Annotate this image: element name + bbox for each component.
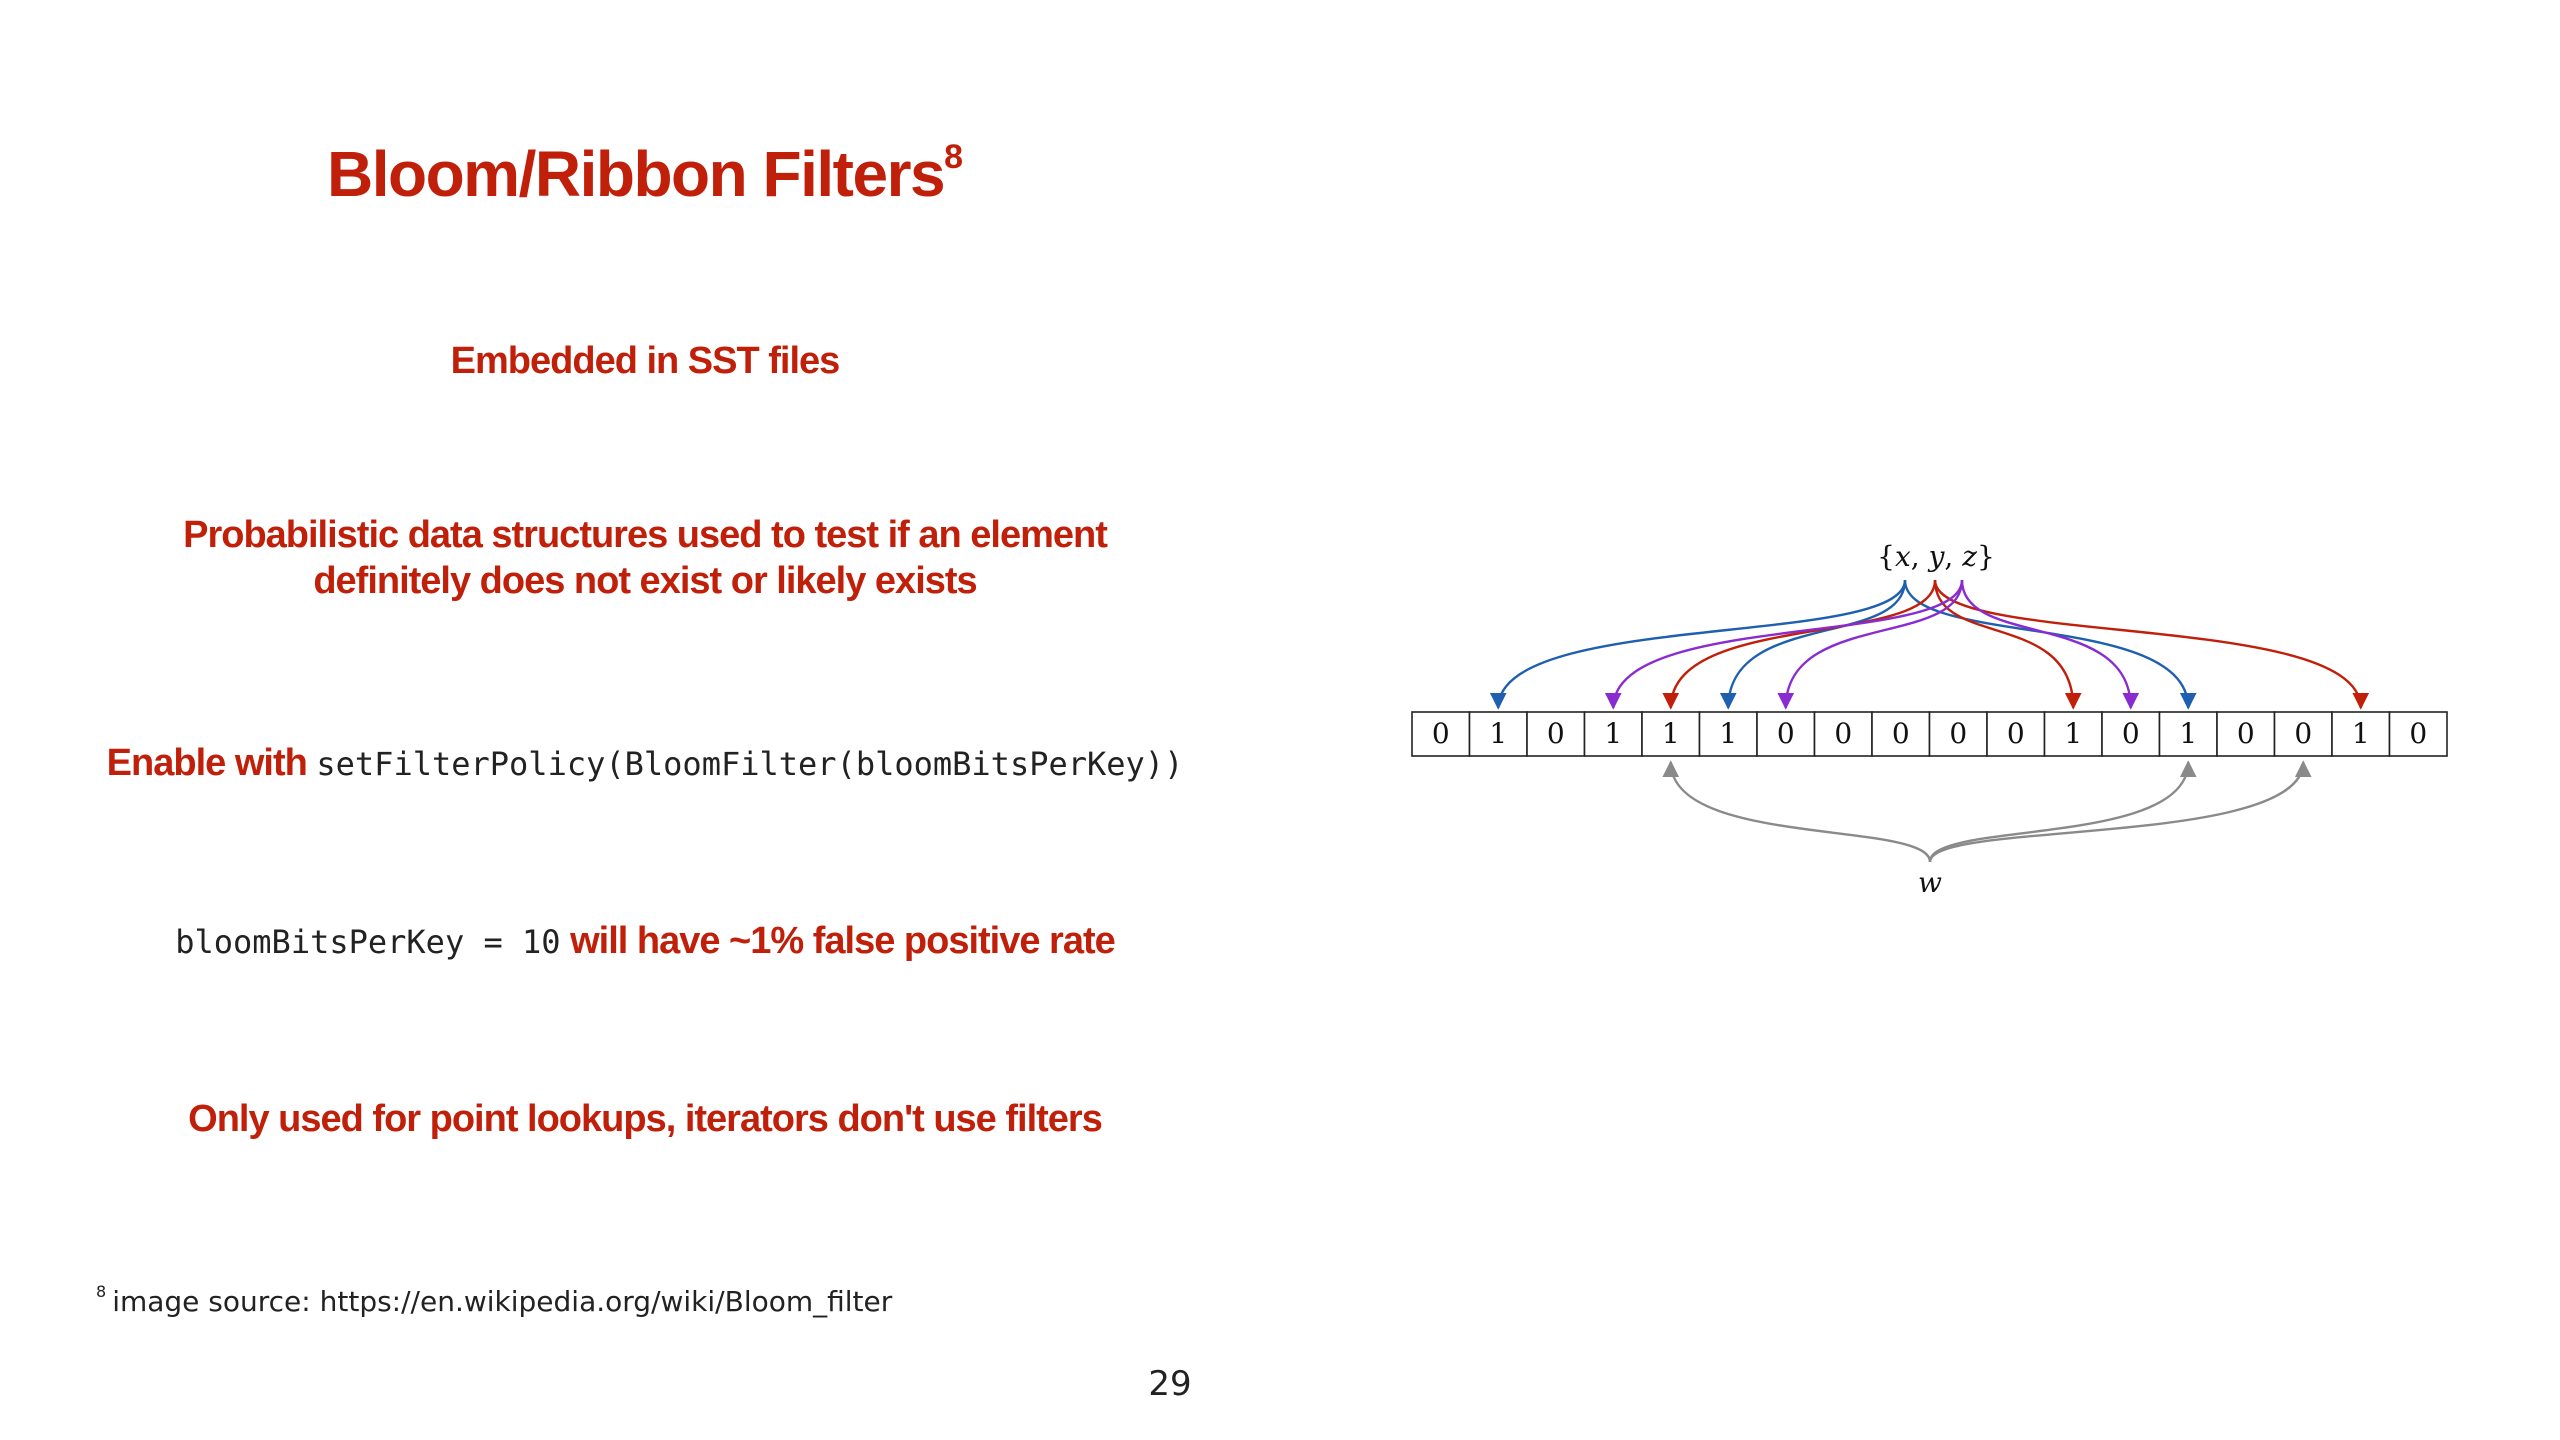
page-number: 29 [1148, 1364, 1192, 1404]
bit-value: 1 [2064, 717, 2082, 750]
query-arrows: w [1662, 760, 2312, 899]
bit-value: 0 [2007, 717, 2025, 750]
slide-title: Bloom/Ribbon Filters8 [0, 140, 1290, 206]
hash-arrow-z-6 [1777, 579, 1964, 710]
footnote: 8 image source: https://en.wikipedia.org/… [96, 1282, 892, 1318]
slide-title-text: Bloom/Ribbon Filters [326, 138, 946, 210]
enable-text: Enable with [106, 742, 308, 784]
bit-value: 0 [2237, 717, 2255, 750]
bit-cell [2101, 711, 2161, 757]
hash-arrow-y-11 [1933, 579, 2082, 710]
hash-arrow-y-4 [1662, 579, 1937, 710]
footnote-text: image source: https://en.wikipedia.org/w… [112, 1285, 893, 1318]
bit-value: 0 [1892, 717, 1910, 750]
bit-value: 1 [1604, 717, 1622, 750]
bits-per-key-text: will have ~1% false positive rate [570, 920, 1116, 962]
bit-value: 0 [2294, 717, 2312, 750]
hash-arrow-y-16 [1933, 579, 2370, 710]
set-brace-open: { [1877, 540, 1895, 573]
bit-value: 1 [1489, 717, 1507, 750]
bit-value: 1 [1662, 717, 1680, 750]
bit-cell [1986, 711, 2046, 757]
bullet-point-lookups: Only used for point lookups, iterators d… [188, 1098, 1103, 1140]
footnote-mark: 8 [96, 1282, 107, 1301]
enable-code: setFilterPolicy(BloomFilter(bloomBitsPer… [316, 745, 1184, 783]
bit-value: 1 [2352, 717, 2370, 750]
bullet-probabilistic-line1: Probabilistic data structures used to te… [183, 514, 1108, 556]
title-footnote-mark: 8 [944, 138, 963, 176]
bit-cell [1526, 711, 1586, 757]
query-label: w [1918, 866, 1942, 899]
bullet-probabilistic: Probabilistic data structures used to te… [60, 512, 1230, 604]
bit-value: 1 [1719, 717, 1737, 750]
bit-value: 0 [2122, 717, 2140, 750]
set-brace-close: } [1977, 540, 1995, 573]
query-arrow-15 [1928, 760, 2312, 863]
hash-arrow-x-5 [1719, 579, 1907, 710]
bullet-bits-per-key: bloomBitsPerKey = 10 will have ~1% false… [60, 918, 1230, 965]
bit-value: 0 [1834, 717, 1852, 750]
hash-arrows [1489, 579, 2370, 710]
bullet-enable: Enable with setFilterPolicy(BloomFilter(… [60, 740, 1230, 787]
bit-value: 0 [2409, 717, 2427, 750]
bits-per-key-code: bloomBitsPerKey = 10 [175, 923, 561, 961]
bit-cell [1756, 711, 1816, 757]
bullet-probabilistic-line2: definitely does not exist or likely exis… [313, 560, 977, 602]
bloom-filter-diagram: {x, y, z} 0 1 0 1 1 1 0 0 0 0 0 1 0 1 0 0 1 0 w [1411, 540, 2448, 899]
bit-cell [1641, 711, 1701, 757]
set-element-y: y [1927, 540, 1946, 573]
bit-array: 0 1 0 1 1 1 0 0 0 0 0 1 0 1 0 0 1 0 [1411, 711, 2448, 757]
bit-cell [2216, 711, 2276, 757]
query-arrow-13 [1928, 760, 2197, 863]
set-label: {x, y, z} [1877, 540, 1995, 573]
bit-cell [2273, 711, 2333, 757]
bullet-embedded: Embedded in SST files [450, 340, 841, 382]
hash-arrow-z-12 [1960, 579, 2140, 710]
set-element-z: z [1961, 540, 1977, 573]
bit-value: 0 [1777, 717, 1795, 750]
bit-cell [2388, 711, 2448, 757]
bit-cell [1871, 711, 1931, 757]
set-element-x: x [1895, 540, 1911, 573]
hash-arrow-x-1 [1489, 579, 1907, 710]
hash-arrow-z-3 [1604, 579, 1964, 710]
bit-value: 1 [2179, 717, 2197, 750]
bit-value: 0 [1949, 717, 1967, 750]
query-arrow-4 [1662, 760, 1932, 863]
bit-value: 0 [1547, 717, 1565, 750]
set-label-text: {x, y, z} [1877, 540, 1995, 573]
bit-value: 0 [1432, 717, 1450, 750]
